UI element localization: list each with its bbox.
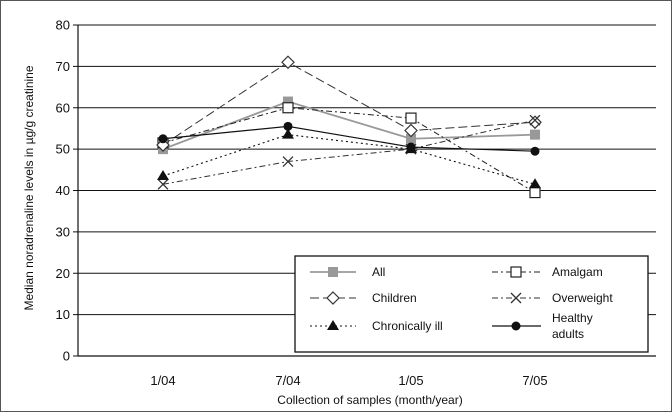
- legend-marker-overweight: [510, 292, 522, 304]
- point-healthy-adults-1-04: [158, 134, 168, 144]
- axes: 0 10 20 30 40 50 60 70 80 1/04 7/04 1/05 7/05: [56, 18, 656, 388]
- legend-label-amalgam: Amalgam: [552, 265, 603, 279]
- y-axis-title: Median noradrenaline levels in µg/g crea…: [22, 65, 36, 310]
- legend-marker-healthy-adults: [511, 321, 521, 331]
- legend-label-children: Children: [372, 291, 417, 305]
- x-tick-label-7-05: 7/05: [522, 373, 547, 388]
- series-line-healthy-adults: [162, 125, 536, 152]
- point-amalgam-7-04: [282, 102, 294, 114]
- point-overweight-7-04: [282, 156, 294, 167]
- point-overweight-7-05: [529, 114, 541, 126]
- point-amalgam-7-05: [529, 186, 541, 199]
- point-children-1-05: [404, 123, 418, 138]
- point-all-7-04: [283, 96, 293, 107]
- point-children-7-05: [528, 115, 542, 130]
- point-amalgam-1-05: [405, 112, 417, 124]
- legend-marker-all: [328, 267, 338, 277]
- x-axis-title: Collection of samples (month/year): [277, 393, 462, 407]
- series-line-amalgam: [162, 107, 536, 193]
- x-tick-label-7-04: 7/04: [275, 373, 300, 388]
- point-children-7-04: [281, 55, 295, 70]
- y-tick-label-0: 0: [63, 349, 70, 364]
- point-all-7-05: [530, 129, 540, 140]
- legend-marker-children: [326, 291, 340, 305]
- point-chronically-ill-7-05: [529, 178, 541, 189]
- point-all-1-05: [406, 133, 416, 144]
- legend-marker-chronically-ill: [327, 320, 339, 330]
- legend-label-chronically-ill: Chronically ill: [372, 319, 443, 333]
- legend: All Amalgam Children Overweight Chronica…: [294, 255, 649, 353]
- point-chronically-ill-7-04: [282, 128, 294, 139]
- series-markers: [156, 55, 542, 199]
- point-healthy-adults-7-04: [283, 121, 293, 131]
- point-chronically-ill-1-04: [157, 170, 169, 181]
- x-tick-label-1-05: 1/05: [398, 373, 423, 388]
- legend-label-overweight: Overweight: [552, 291, 613, 305]
- y-tick-label-70: 70: [56, 59, 70, 74]
- legend-marker-amalgam: [510, 266, 522, 278]
- y-tick-label-80: 80: [56, 18, 70, 33]
- series-lines: [162, 61, 536, 193]
- series-line-children: [162, 61, 536, 146]
- legend-label-healthy-adults: Healthy: [552, 311, 593, 325]
- series-line-all: [162, 100, 536, 150]
- legend-label-all: All: [372, 265, 385, 279]
- x-tick-label-1-04: 1/04: [150, 373, 175, 388]
- y-tick-label-20: 20: [56, 266, 70, 281]
- y-tick-label-30: 30: [56, 224, 70, 239]
- legend-label-healthy-adults-line2: adults: [552, 327, 584, 341]
- y-tick-label-50: 50: [56, 142, 70, 157]
- point-overweight-1-04: [157, 178, 169, 190]
- y-tick-label-40: 40: [56, 183, 70, 198]
- y-tick-label-60: 60: [56, 100, 70, 115]
- point-healthy-adults-7-05: [530, 146, 540, 156]
- series-line-chronically-ill: [162, 134, 536, 185]
- y-tick-label-10: 10: [56, 307, 70, 322]
- point-healthy-adults-1-05: [406, 142, 416, 152]
